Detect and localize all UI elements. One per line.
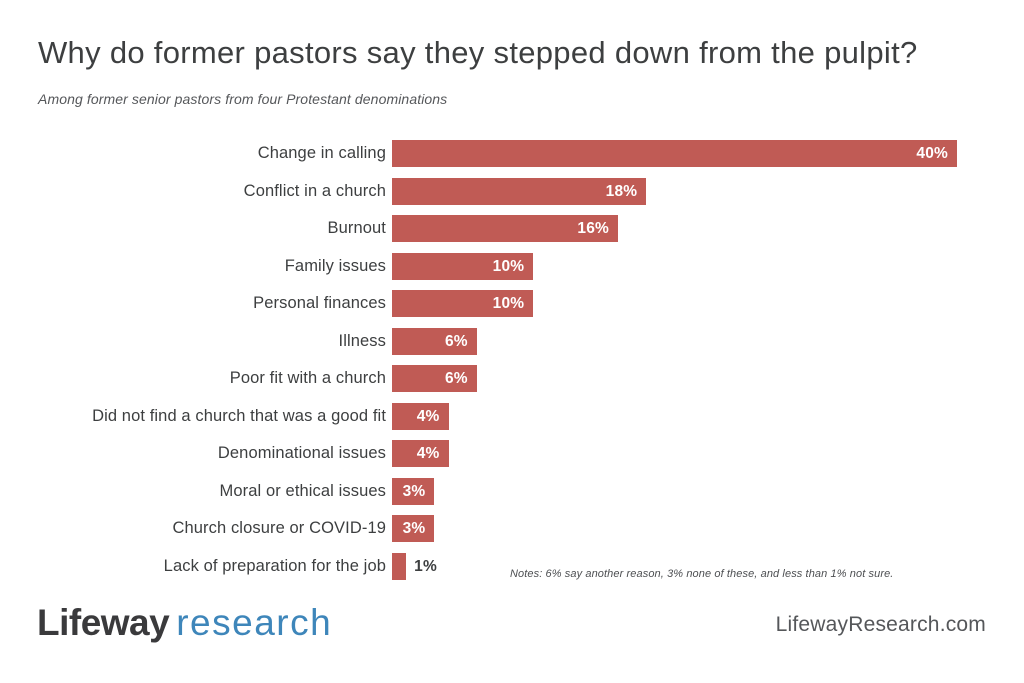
bar-track: 6%	[392, 365, 957, 392]
bar-value-label: 1%	[414, 557, 437, 575]
category-label: Poor fit with a church	[229, 369, 386, 387]
bar: 4%	[392, 402, 449, 430]
bar-value-label: 6%	[444, 370, 468, 387]
category-label: Change in calling	[257, 144, 386, 162]
category-label: Illness	[338, 331, 386, 350]
bar: 40%	[392, 140, 957, 167]
chart-row: Poor fit with a church 6%	[0, 365, 1024, 392]
bar-value-label: 40%	[916, 145, 948, 162]
category-label: Moral or ethical issues	[219, 481, 386, 500]
category-label: Conflict in a church	[243, 181, 386, 200]
chart-row: Burnout 16%	[0, 215, 1024, 242]
chart-row: Family issues 10%	[0, 252, 1024, 280]
bar-track: 40%	[392, 140, 957, 167]
bar: 3%	[392, 477, 435, 505]
chart-row: Conflict in a church 18%	[0, 177, 1024, 205]
category-label: Lack of preparation for the job	[163, 556, 386, 575]
bar: 16%	[392, 215, 618, 242]
bar: 6%	[392, 327, 477, 355]
lifeway-research-logo: Lifeway research	[37, 602, 332, 644]
bar-chart: Change in calling 40% Conflict in a church…	[0, 140, 1024, 590]
chart-row: Denominational issues 4%	[0, 440, 1024, 467]
bar-track: 3%	[392, 477, 957, 505]
bar-track: 6%	[392, 327, 957, 355]
bar-track: 4%	[392, 402, 957, 430]
bar-track: 16%	[392, 215, 957, 242]
bar: 10%	[392, 290, 534, 317]
website-url: LifewayResearch.com	[775, 613, 986, 636]
bar-value-label: 3%	[402, 482, 426, 500]
chart-notes: Notes: 6% say another reason, 3% none of…	[510, 568, 894, 580]
bar-track: 4%	[392, 440, 957, 467]
logo-wordmark-lifeway: Lifeway	[37, 602, 170, 643]
bar-value-label: 18%	[605, 182, 638, 200]
category-label: Personal finances	[253, 294, 386, 312]
chart-row: Moral or ethical issues 3%	[0, 477, 1024, 505]
bar-value-label: 16%	[577, 220, 609, 237]
category-label: Denominational issues	[217, 444, 386, 462]
bar-value-label: 4%	[416, 445, 440, 462]
bar-value-label: 6%	[444, 332, 468, 350]
bar-track: 1%	[392, 552, 957, 580]
bar: 3%	[392, 515, 435, 542]
bar: 4%	[392, 440, 449, 467]
bar: 6%	[392, 365, 477, 392]
chart-subtitle: Among former senior pastors from four Pr…	[38, 91, 448, 107]
chart-title: Why do former pastors say they stepped d…	[38, 35, 918, 70]
bar: 18%	[392, 177, 647, 205]
bar-track: 18%	[392, 177, 957, 205]
category-label: Burnout	[327, 219, 386, 237]
category-label: Family issues	[284, 256, 386, 275]
bar-value-label: 10%	[492, 295, 525, 312]
chart-row: Illness 6%	[0, 327, 1024, 355]
bar-value-label: 10%	[492, 257, 525, 275]
chart-row: Did not find a church that was a good fi…	[0, 402, 1024, 430]
chart-row: Personal finances 10%	[0, 290, 1024, 317]
bar-track: 10%	[392, 252, 957, 280]
bar-value-label: 3%	[402, 520, 426, 537]
chart-row: Church closure or COVID-19 3%	[0, 515, 1024, 542]
bar: 10%	[392, 252, 534, 280]
bar: 1%	[392, 552, 437, 580]
logo-wordmark-research: research	[176, 602, 333, 643]
chart-row: Lack of preparation for the job 1%	[0, 552, 1024, 580]
category-label: Church closure or COVID-19	[172, 519, 386, 537]
category-label: Did not find a church that was a good fi…	[92, 406, 386, 425]
chart-row: Change in calling 40%	[0, 140, 1024, 167]
bar-track: 10%	[392, 290, 957, 317]
bar-track: 3%	[392, 515, 957, 542]
bar-value-label: 4%	[416, 407, 440, 425]
